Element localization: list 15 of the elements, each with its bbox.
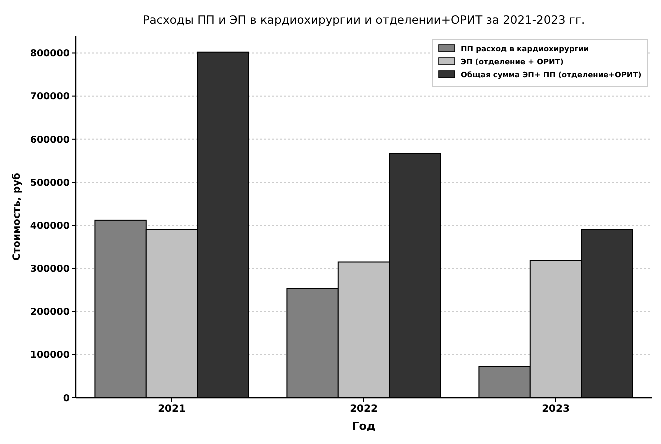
y-tick-label: 600000 [30,134,70,146]
chart-title: Расходы ПП и ЭП в кардиохирургии и отделении+ОРИТ за 2021-2023 гг. [142,13,586,27]
x-tick-label: 2023 [542,404,570,415]
y-tick-label: 100000 [30,350,70,362]
y-tick-label: 400000 [30,220,70,232]
x-axis-title: Год [352,420,376,433]
y-tick-label: 300000 [30,264,70,276]
x-tick-label: 2021 [158,404,186,415]
y-tick-label: 500000 [30,178,70,189]
y-tick-label: 700000 [30,92,70,103]
y-tick-label: 0 [63,393,70,404]
x-tick-label: 2022 [350,404,378,415]
y-tick-label: 200000 [30,307,70,318]
y-tick-label: 800000 [30,48,70,60]
y-axis-title: Стоимость, руб [12,172,23,262]
